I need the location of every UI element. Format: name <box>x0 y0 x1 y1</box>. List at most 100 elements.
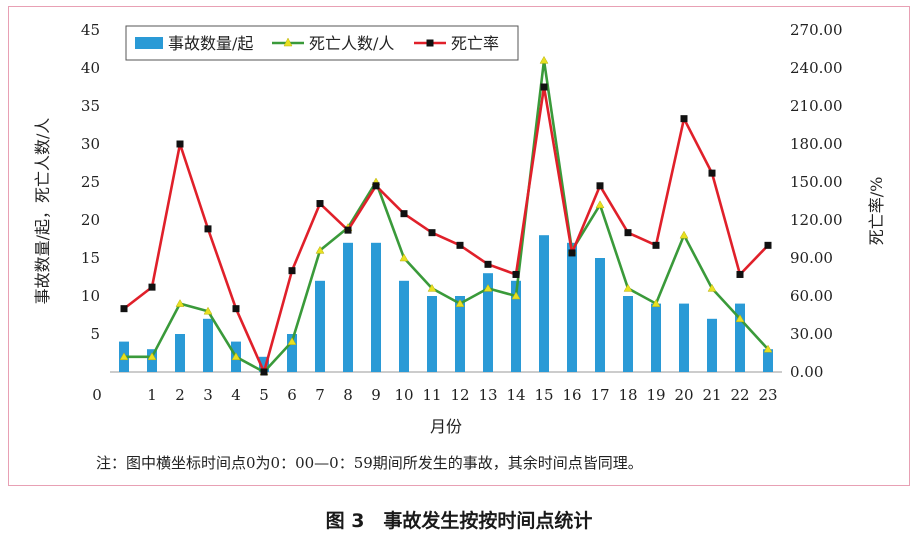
death-rate-point <box>288 267 296 275</box>
x-tick-label: 6 <box>287 386 297 404</box>
death-count-point <box>651 299 661 307</box>
x-tick-label: 5 <box>259 386 269 404</box>
death-count-point <box>539 55 549 64</box>
death-rate-point <box>120 305 128 313</box>
bar <box>259 356 269 372</box>
y-left-tick-label: 30 <box>81 135 100 153</box>
y-left-tick-label: 45 <box>81 21 100 39</box>
y-right-tick-label: 90.00 <box>790 249 833 267</box>
death-count-series <box>119 55 773 376</box>
death-rate-point <box>148 283 156 291</box>
y-right-tick-label: 150.00 <box>790 173 843 191</box>
death-rate-point <box>624 229 632 237</box>
death-rate-point <box>540 83 548 91</box>
death-rate-point <box>708 169 716 177</box>
bar <box>371 242 381 372</box>
death-rate-point <box>176 140 184 148</box>
x-tick-label: 11 <box>422 386 441 404</box>
y-right-tick-label: 240.00 <box>790 59 843 77</box>
bar <box>483 273 493 372</box>
bar <box>567 242 577 372</box>
y-left-tick-label: 40 <box>81 59 100 77</box>
death-rate-point <box>232 305 240 313</box>
death-count-point <box>119 352 129 361</box>
x-tick-label: 3 <box>203 386 213 404</box>
death-count-line <box>124 59 769 374</box>
death-rate-point <box>316 200 324 208</box>
x-tick-label: 17 <box>590 386 609 404</box>
legend-label-death: 死亡人数/人 <box>309 34 394 53</box>
chart-axes: 510152025303540450.0030.0060.0090.00120.… <box>33 21 886 436</box>
x-tick-label: 10 <box>394 386 413 404</box>
bar <box>707 318 717 372</box>
death-rate-point <box>652 241 660 249</box>
y-right-tick-label: 210.00 <box>790 97 843 115</box>
death-rate-series <box>120 83 772 376</box>
x-tick-label: 22 <box>730 386 749 404</box>
x-tick-label: 19 <box>646 386 665 404</box>
x-tick-label: 13 <box>478 386 497 404</box>
x-tick-label: 23 <box>758 386 777 404</box>
death-count-point <box>315 245 325 254</box>
legend-swatch-bar <box>135 37 163 49</box>
x-tick-label: 2 <box>175 386 185 404</box>
death-rate-point <box>736 270 744 278</box>
death-rate-point <box>596 182 604 190</box>
y-right-tick-label: 30.00 <box>790 325 833 343</box>
death-count-point <box>231 352 241 361</box>
death-count-point <box>679 230 689 239</box>
y-right-tick-label: 0.00 <box>790 363 823 381</box>
death-rate-point <box>344 226 352 234</box>
x-tick-label: 14 <box>506 386 525 404</box>
y-left-axis-title: 事故数量/起，死亡人数/人 <box>33 118 52 305</box>
bar <box>175 334 185 372</box>
death-count-point <box>175 299 185 307</box>
legend-label-bar: 事故数量/起 <box>168 34 253 53</box>
y-right-tick-label: 270.00 <box>790 21 843 39</box>
bar <box>147 349 157 372</box>
y-right-axis-title: 死亡率/% <box>867 177 886 246</box>
figure-frame <box>8 6 910 486</box>
x-tick-label: 7 <box>315 386 325 404</box>
death-rate-point <box>372 182 380 190</box>
death-count-point <box>399 253 409 262</box>
death-rate-point <box>204 225 212 233</box>
death-count-point <box>735 314 745 323</box>
x-tick-label: 1 <box>147 386 157 404</box>
death-rate-point <box>764 241 772 249</box>
death-count-point <box>595 200 605 209</box>
death-rate-point <box>568 249 576 257</box>
bar <box>315 280 325 372</box>
bar <box>455 296 465 372</box>
bar <box>679 303 689 372</box>
bar <box>651 303 661 372</box>
bar <box>511 280 521 372</box>
death-count-point <box>483 283 493 292</box>
bar-series <box>119 235 773 372</box>
death-count-point <box>511 291 521 300</box>
bar <box>203 318 213 372</box>
legend-swatch-rate-marker <box>426 39 434 47</box>
bar <box>343 242 353 372</box>
legend-swatch-death-marker <box>283 37 293 47</box>
death-count-point <box>707 283 717 292</box>
bar <box>595 258 605 372</box>
bar <box>763 349 773 372</box>
death-count-point <box>763 344 773 353</box>
legend-box <box>125 25 519 61</box>
x-tick-label: 16 <box>562 386 581 404</box>
x-tick-label: 12 <box>450 386 469 404</box>
death-rate-point <box>512 270 520 278</box>
death-count-point <box>455 299 465 307</box>
x-origin-label: 0 <box>92 386 102 404</box>
death-rate-point <box>428 229 436 237</box>
y-left-tick-label: 20 <box>81 211 100 229</box>
bar <box>287 334 297 372</box>
bar <box>399 280 409 372</box>
chart-note: 注：图中横坐标时间点0为0：00—0：59期间所发生的事故，其余时间点皆同理。 <box>96 454 643 472</box>
death-rate-point <box>400 210 408 218</box>
bar <box>735 303 745 372</box>
death-count-point <box>623 283 633 292</box>
x-axis-title: 月份 <box>430 417 462 436</box>
y-left-tick-label: 5 <box>90 325 100 343</box>
